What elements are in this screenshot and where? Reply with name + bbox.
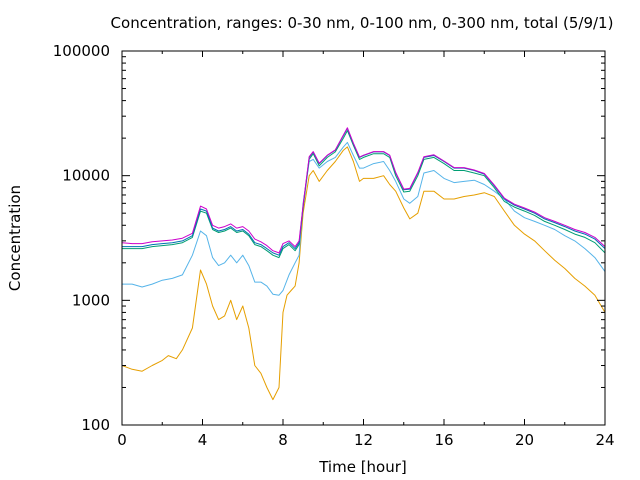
series-line-2 bbox=[122, 130, 606, 259]
x-tick-label: 12 bbox=[354, 431, 373, 449]
plot-frame bbox=[121, 50, 606, 426]
x-tick-label: 16 bbox=[434, 431, 453, 449]
x-tick-label: 8 bbox=[278, 431, 288, 449]
y-tick-label: 1000 bbox=[72, 291, 110, 309]
series-line-4 bbox=[121, 127, 606, 254]
y-axis-label: Concentration bbox=[6, 185, 24, 291]
y-tick-label: 100 bbox=[81, 416, 110, 434]
y-axis: 100 1000 10000 100000 bbox=[53, 42, 605, 434]
x-tick-label: 20 bbox=[515, 431, 534, 449]
x-tick-label: 4 bbox=[198, 431, 208, 449]
y-tick-label: 100000 bbox=[53, 42, 110, 60]
x-tick-label: 0 bbox=[117, 431, 127, 449]
chart-title: Concentration, ranges: 0-30 nm, 0-100 nm… bbox=[111, 14, 614, 32]
series-line-0 bbox=[121, 146, 606, 401]
x-tick-label: 24 bbox=[595, 431, 614, 449]
x-axis: 0 4 8 12 16 20 24 bbox=[117, 51, 615, 449]
series-line-3 bbox=[122, 127, 606, 256]
series-line-1 bbox=[122, 141, 606, 296]
x-axis-label: Time [hour] bbox=[318, 458, 407, 476]
plot-series bbox=[121, 127, 606, 401]
y-tick-label: 10000 bbox=[62, 167, 110, 185]
